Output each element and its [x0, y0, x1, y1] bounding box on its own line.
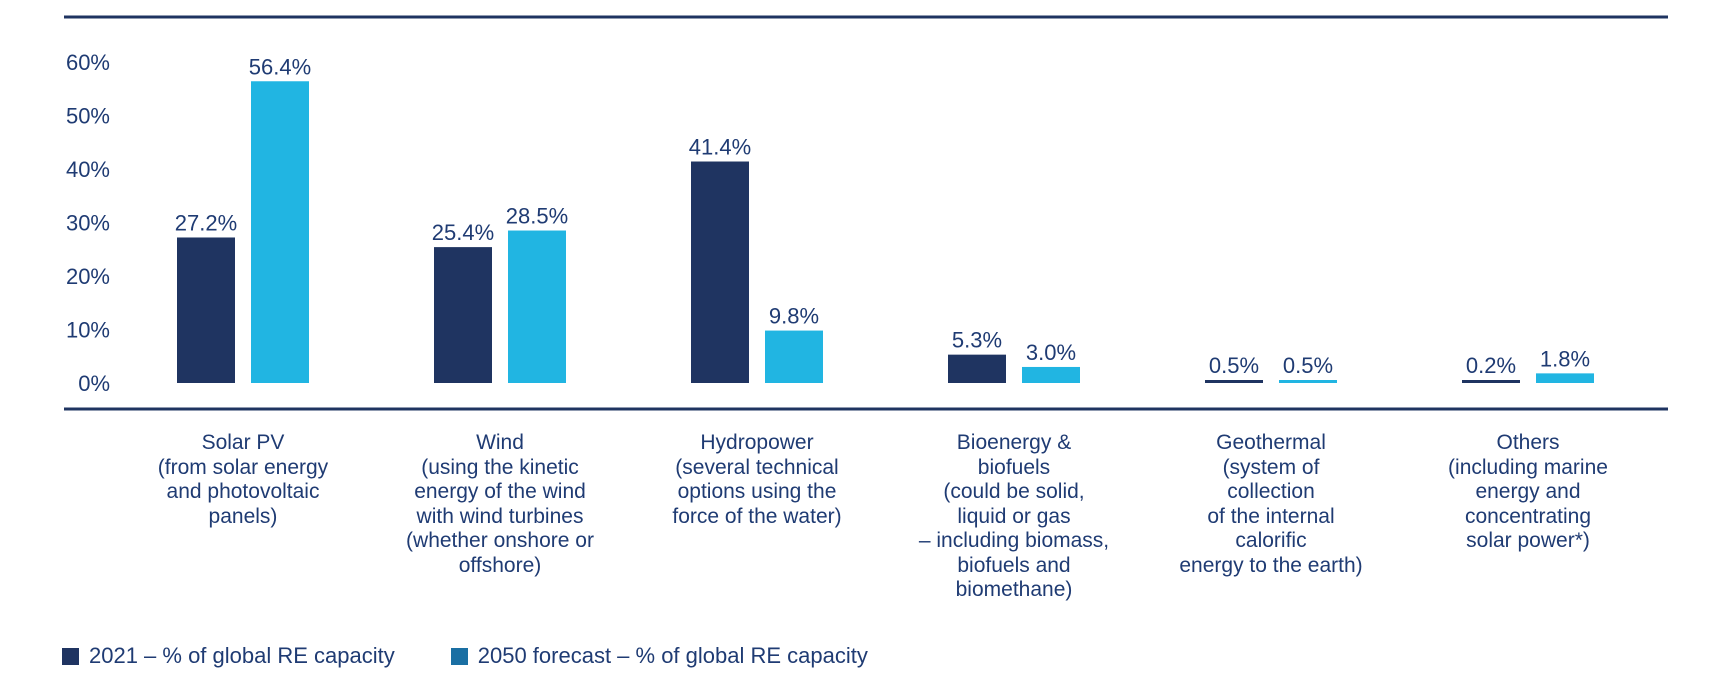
bar-2021 — [948, 354, 1006, 383]
y-tick-label: 10% — [66, 318, 110, 343]
data-label: 27.2% — [175, 210, 237, 235]
data-label: 0.2% — [1466, 353, 1516, 378]
data-label: 25.4% — [432, 220, 494, 245]
y-tick-label: 0% — [78, 371, 110, 396]
y-axis-ticks: 0% 10% 20% 30% 40% 50% 60% — [66, 50, 110, 396]
y-tick-label: 50% — [66, 104, 110, 129]
category-label: Hydropower (several technical options us… — [672, 431, 842, 528]
bar-2050 — [1279, 380, 1337, 383]
bar-2050 — [1536, 373, 1594, 383]
legend-swatch-2050 — [450, 647, 468, 665]
data-label: 9.8% — [769, 304, 819, 329]
bar-2021 — [1462, 380, 1520, 383]
category-label: Others (including marine energy and conc… — [1448, 431, 1608, 552]
bar-2021 — [691, 161, 749, 383]
legend-item-2021: 2021 – % of global RE capacity — [62, 643, 395, 669]
data-label: 0.5% — [1209, 353, 1259, 378]
legend: 2021 – % of global RE capacity 2050 fore… — [62, 643, 868, 669]
data-labels: 27.2% 56.4% 25.4% 28.5% 41.4% 9.8% 5.3% 3.0% 0.5… — [175, 54, 1590, 378]
y-tick-label: 20% — [66, 264, 110, 289]
data-label: 56.4% — [249, 54, 311, 79]
bar-2050 — [765, 330, 823, 383]
y-tick-label: 60% — [66, 50, 110, 75]
bar-2050 — [1022, 366, 1080, 383]
y-tick-label: 30% — [66, 211, 110, 236]
data-label: 3.0% — [1026, 340, 1076, 365]
data-label: 5.3% — [952, 328, 1002, 353]
legend-label-2021: 2021 – % of global RE capacity — [89, 643, 395, 668]
bar-2050 — [508, 230, 566, 383]
bar-2021 — [434, 247, 492, 383]
legend-label-2050: 2050 forecast – % of global RE capacity — [477, 643, 868, 668]
category-label: Geothermal (system of collection of the … — [1179, 431, 1363, 577]
data-label: 28.5% — [506, 204, 568, 229]
y-tick-label: 40% — [66, 157, 110, 182]
legend-swatch-2021 — [62, 647, 79, 665]
legend-item-2050: 2050 forecast – % of global RE capacity — [450, 643, 868, 669]
bars — [177, 81, 1594, 383]
bar-2050 — [251, 81, 309, 383]
data-label: 41.4% — [689, 135, 751, 160]
bar-2021 — [1205, 380, 1263, 383]
data-label: 1.8% — [1540, 346, 1590, 371]
category-label: Wind (using the kinetic energy of the wi… — [406, 431, 594, 577]
data-label: 0.5% — [1283, 353, 1333, 378]
category-label: Solar PV (from solar energy and photovol… — [157, 431, 329, 528]
category-label: Bioenergy & biofuels (could be solid, li… — [918, 431, 1110, 601]
bar-2021 — [177, 237, 235, 383]
